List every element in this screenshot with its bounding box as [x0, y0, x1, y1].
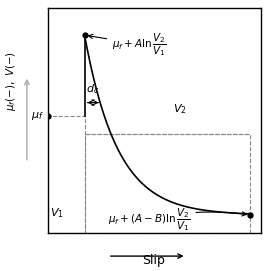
Text: $V_1$: $V_1$ [50, 206, 64, 220]
Bar [48, 116, 84, 233]
Text: $\mu_f$: $\mu_f$ [31, 110, 44, 122]
Text: $\mu_f + A\ln\dfrac{V_2}{V_1}$: $\mu_f + A\ln\dfrac{V_2}{V_1}$ [89, 31, 167, 57]
Bar [84, 134, 250, 233]
Text: $V_2$: $V_2$ [173, 102, 187, 116]
Text: $\mu_f(-),\ V(-)$: $\mu_f(-),\ V(-)$ [4, 51, 18, 111]
Text: $\mu_f+(A-B)\ln\dfrac{V_2}{V_1}$: $\mu_f+(A-B)\ln\dfrac{V_2}{V_1}$ [108, 206, 246, 233]
Text: Slip: Slip [142, 254, 165, 267]
Text: $d_c$: $d_c$ [86, 82, 100, 96]
